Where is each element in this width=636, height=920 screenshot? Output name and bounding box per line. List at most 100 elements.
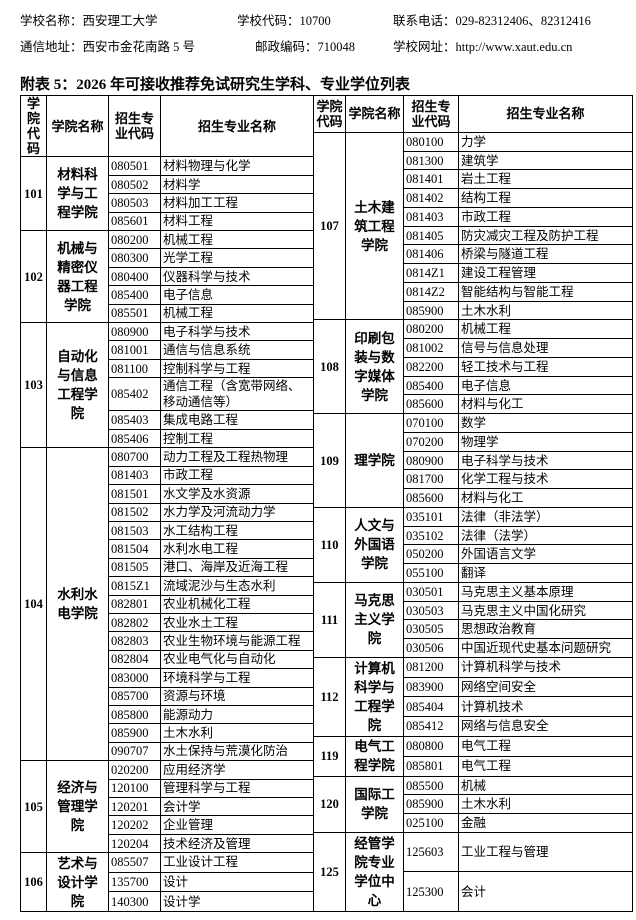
- major-row: 104 水利水电学院 080700 动力工程及工程热物理: [20, 447, 314, 762]
- college-name: 计算机科学与工程学院: [345, 656, 404, 737]
- major-row: 0814Z1 建设工程管理: [314, 263, 633, 283]
- major-row: 080400 仪器科学与技术: [21, 266, 314, 287]
- college-code: 102: [20, 230, 47, 324]
- major-code: 082801: [108, 594, 161, 614]
- major-code: 125300: [403, 871, 459, 912]
- major-code: 080300: [108, 248, 161, 268]
- major-name: 思想政治教育: [458, 619, 633, 640]
- column-header: 招生专业代码: [108, 94, 161, 158]
- major-code: 081403: [108, 465, 161, 486]
- major-code: 085900: [403, 300, 459, 321]
- major-row: 101 材料科学与工程学院 080501 材料物理与化学: [20, 156, 314, 232]
- major-name: 环境科学与工程: [160, 668, 314, 688]
- major-name: 力学: [458, 131, 633, 152]
- major-code: 085800: [108, 704, 161, 725]
- major-code: 085501: [108, 303, 161, 324]
- major-name: 土木水利: [160, 723, 314, 743]
- column-header: 招生专业名称: [160, 94, 314, 158]
- major-name: 马克思主义基本原理: [458, 581, 633, 602]
- major-name: 材料与化工: [458, 488, 633, 508]
- major-name: 农业电气化与自动化: [160, 649, 314, 670]
- major-code: 081405: [403, 225, 459, 246]
- table-body: 学院代码 学院名称 招生专业代码 招生专业名称 101 材料科学与工程学院 080501 材料…: [20, 94, 314, 912]
- college-name: 理学院: [345, 413, 404, 508]
- college-name: 经管学院专业学位中心: [345, 831, 404, 913]
- major-code: 070100: [403, 413, 459, 433]
- major-row: 109 理学院 070100 数学: [313, 413, 633, 508]
- major-code: 085412: [403, 716, 459, 737]
- major-code: 080200: [403, 319, 459, 340]
- college-code: 101: [20, 156, 47, 232]
- major-code: 080100: [403, 131, 459, 152]
- major-name: 机械: [458, 775, 633, 796]
- major-name: 农业水土工程: [160, 612, 314, 633]
- major-name: 网络空间安全: [458, 676, 633, 698]
- column-header: 招生专业名称: [458, 95, 633, 133]
- major-name: 翻译: [458, 563, 633, 583]
- major-code: 085900: [108, 723, 161, 743]
- major-name: 计算机科学与技术: [458, 656, 633, 678]
- major-code: 085402: [108, 377, 161, 412]
- major-row: 085700 资源与环境: [21, 686, 314, 706]
- major-name: 轻工技术与工程: [458, 356, 633, 377]
- major-name: 中国近现代史基本问题研究: [458, 638, 633, 658]
- phone: 联系电话：029-82312406、82312416: [393, 14, 591, 28]
- major-row: 085900 土木水利: [314, 300, 633, 321]
- school-code: 学校代码：10700: [237, 14, 331, 28]
- major-row: 082200 轻工技术与工程: [314, 356, 633, 377]
- major-code: 125603: [403, 831, 459, 873]
- major-name: 市政工程: [458, 206, 633, 227]
- major-code: 082804: [108, 649, 161, 670]
- major-name: 网络与信息安全: [458, 716, 633, 737]
- major-row: 140300 设计学: [21, 891, 314, 912]
- major-row: 111 马克思主义学院 030501 马克思主义基本原理: [313, 581, 633, 658]
- major-name: 港口、海岸及近海工程: [160, 557, 314, 578]
- major-code: 083000: [108, 668, 161, 688]
- postcode: 邮政编码：710048: [255, 40, 356, 54]
- major-code: 050200: [403, 544, 459, 565]
- column-header: 学院名称: [46, 94, 109, 158]
- major-code: 030501: [403, 581, 459, 602]
- major-row: 102 机械与精密仪器工程学院 080200 机械工程: [20, 230, 314, 324]
- major-name: 土木水利: [458, 794, 633, 815]
- college-code: 125: [313, 831, 346, 913]
- college-code: 107: [313, 131, 346, 321]
- major-name: 外国语言文学: [458, 544, 633, 565]
- major-row: 082803 农业生物环境与能源工程: [21, 631, 314, 651]
- major-row: 050200 外国语言文学: [314, 544, 633, 565]
- table-container: 学院代码 学院名称 招生专业代码 招生专业名称 101 材料科学与工程学院 080501 材料…: [20, 94, 633, 913]
- column-header: 学院代码: [313, 95, 346, 133]
- college-code: 110: [313, 506, 346, 583]
- major-name: 物理学: [458, 431, 633, 452]
- major-code: 085404: [403, 696, 459, 718]
- major-row: 085402 通信工程（含宽带网络、移动通信等）: [21, 377, 314, 412]
- major-name: 数学: [458, 413, 633, 433]
- major-name: 通信工程（含宽带网络、移动通信等）: [160, 377, 314, 412]
- major-name: 结构工程: [458, 188, 633, 208]
- college-name: 人文与外国语学院: [345, 506, 404, 583]
- major-row: 081502 水力学及河流动力学: [21, 502, 314, 522]
- college-code: 112: [313, 656, 346, 737]
- major-name: 金融: [458, 813, 633, 833]
- major-name: 电子科学与技术: [160, 322, 314, 342]
- major-code: 070200: [403, 431, 459, 452]
- major-name: 应用经济学: [160, 760, 314, 780]
- college-name: 材料科学与工程学院: [46, 156, 109, 232]
- college-code: 109: [313, 413, 346, 508]
- major-row: 085406 控制工程: [21, 428, 314, 449]
- major-name: 智能结构与智能工程: [458, 281, 633, 302]
- major-row: 120100 管理科学与工程: [21, 778, 314, 799]
- college-code: 103: [20, 322, 47, 449]
- college-name: 自动化与信息工程学院: [46, 322, 109, 449]
- major-code: 035101: [403, 506, 459, 527]
- major-code: 085600: [403, 488, 459, 508]
- major-code: 080800: [403, 735, 459, 757]
- major-name: 电气工程: [458, 735, 633, 757]
- major-code: 080900: [403, 450, 459, 471]
- major-name: 能源动力: [160, 704, 314, 725]
- college-name: 水利水电学院: [46, 447, 109, 762]
- major-name: 工业工程与管理: [458, 831, 633, 873]
- major-row: 085412 网络与信息安全: [314, 716, 633, 737]
- major-code: 080501: [108, 156, 161, 176]
- major-row: 0814Z2 智能结构与智能工程: [314, 281, 633, 302]
